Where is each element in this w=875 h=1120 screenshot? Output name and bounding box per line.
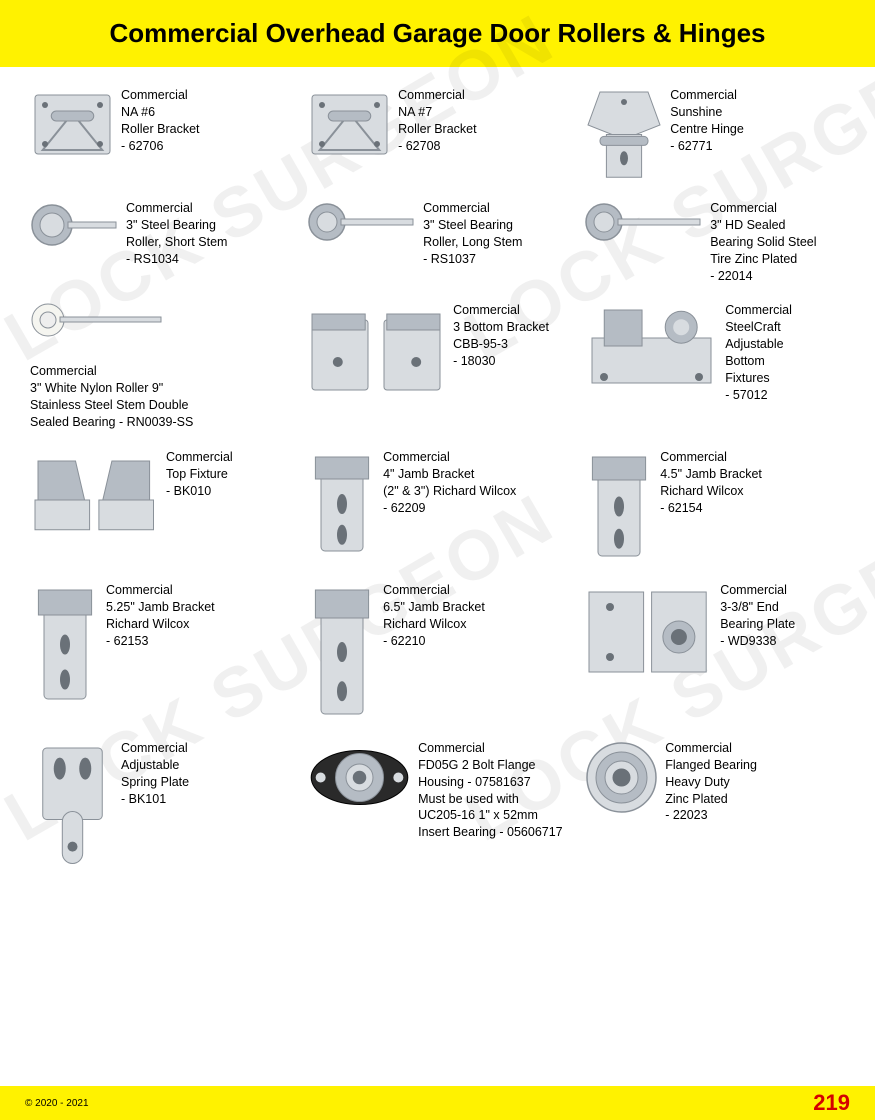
product-image <box>30 200 120 270</box>
page-header: Commercial Overhead Garage Door Rollers … <box>0 0 875 67</box>
product-label: Commercial 4.5" Jamb Bracket Richard Wil… <box>660 449 762 517</box>
copyright-text: © 2020 - 2021 <box>25 1098 89 1109</box>
product-item: Commercial NA #6 Roller Bracket - 62706 <box>30 87 291 182</box>
product-image <box>307 582 377 722</box>
product-item: Commercial 3" HD Sealed Bearing Solid St… <box>584 200 845 284</box>
product-item: Commercial SteelCraft Adjustable Bottom … <box>584 302 845 431</box>
product-label: Commercial 3-3/8" End Bearing Plate - WD… <box>720 582 795 650</box>
product-label: Commercial 3" HD Sealed Bearing Solid St… <box>710 200 816 284</box>
product-image <box>307 87 392 162</box>
product-label: Commercial 3 Bottom Bracket CBB-95-3 - 1… <box>453 302 549 370</box>
product-image <box>307 200 417 270</box>
product-row: Commercial 3" White Nylon Roller 9" Stai… <box>30 302 845 431</box>
product-label: Commercial 4" Jamb Bracket (2" & 3") Ric… <box>383 449 516 517</box>
product-label: Commercial FD05G 2 Bolt Flange Housing -… <box>418 740 563 841</box>
product-label: Commercial Flanged Bearing Heavy Duty Zi… <box>665 740 757 824</box>
product-image <box>584 740 659 815</box>
product-item: Commercial Top Fixture - BK010 <box>30 449 291 564</box>
product-image <box>584 87 664 182</box>
catalog-content: LOCK SURGEON LOCK SURGEON LOCK SURGEON L… <box>0 67 875 898</box>
product-item: Commercial 3" Steel Bearing Roller, Long… <box>307 200 568 284</box>
product-item: Commercial Adjustable Spring Plate - BK1… <box>30 740 291 870</box>
product-label: Commercial 3" White Nylon Roller 9" Stai… <box>30 363 193 431</box>
product-image <box>30 302 165 357</box>
page-title: Commercial Overhead Garage Door Rollers … <box>30 18 845 49</box>
product-label: Commercial SteelCraft Adjustable Bottom … <box>725 302 792 403</box>
product-item: Commercial Sunshine Centre Hinge - 62771 <box>584 87 845 182</box>
product-image <box>584 302 719 392</box>
product-item: Commercial 3 Bottom Bracket CBB-95-3 - 1… <box>307 302 568 431</box>
product-label: Commercial NA #6 Roller Bracket - 62706 <box>121 87 200 155</box>
product-image <box>30 582 100 707</box>
product-image <box>30 740 115 870</box>
product-item: Commercial 3" White Nylon Roller 9" Stai… <box>30 302 291 431</box>
product-item: Commercial NA #7 Roller Bracket - 62708 <box>307 87 568 182</box>
product-row: Commercial Adjustable Spring Plate - BK1… <box>30 740 845 870</box>
product-image <box>30 87 115 162</box>
product-item: Commercial 3-3/8" End Bearing Plate - WD… <box>584 582 845 722</box>
product-image <box>307 740 412 815</box>
product-label: Commercial 3" Steel Bearing Roller, Long… <box>423 200 522 268</box>
product-image <box>30 449 160 534</box>
product-label: Commercial Adjustable Spring Plate - BK1… <box>121 740 189 808</box>
product-image <box>307 449 377 559</box>
page-footer: © 2020 - 2021 219 <box>0 1086 875 1120</box>
product-item: Commercial Flanged Bearing Heavy Duty Zi… <box>584 740 845 870</box>
product-label: Commercial NA #7 Roller Bracket - 62708 <box>398 87 477 155</box>
product-row: Commercial 5.25" Jamb Bracket Richard Wi… <box>30 582 845 722</box>
product-image <box>584 200 704 270</box>
product-item: Commercial 3" Steel Bearing Roller, Shor… <box>30 200 291 284</box>
product-label: Commercial Top Fixture - BK010 <box>166 449 233 500</box>
product-label: Commercial 5.25" Jamb Bracket Richard Wi… <box>106 582 215 650</box>
product-item: Commercial 5.25" Jamb Bracket Richard Wi… <box>30 582 291 722</box>
product-label: Commercial 6.5" Jamb Bracket Richard Wil… <box>383 582 485 650</box>
product-label: Commercial Sunshine Centre Hinge - 62771 <box>670 87 744 155</box>
product-item: Commercial FD05G 2 Bolt Flange Housing -… <box>307 740 568 870</box>
page-number: 219 <box>813 1090 850 1116</box>
product-row: Commercial NA #6 Roller Bracket - 62706 … <box>30 87 845 182</box>
product-image <box>584 449 654 564</box>
product-row: Commercial Top Fixture - BK010 Commercia… <box>30 449 845 564</box>
product-item: Commercial 4.5" Jamb Bracket Richard Wil… <box>584 449 845 564</box>
product-grid: Commercial NA #6 Roller Bracket - 62706 … <box>30 87 845 870</box>
product-image <box>584 582 714 682</box>
product-label: Commercial 3" Steel Bearing Roller, Shor… <box>126 200 227 268</box>
product-item: Commercial 4" Jamb Bracket (2" & 3") Ric… <box>307 449 568 564</box>
product-item: Commercial 6.5" Jamb Bracket Richard Wil… <box>307 582 568 722</box>
product-row: Commercial 3" Steel Bearing Roller, Shor… <box>30 200 845 284</box>
product-image <box>307 302 447 402</box>
